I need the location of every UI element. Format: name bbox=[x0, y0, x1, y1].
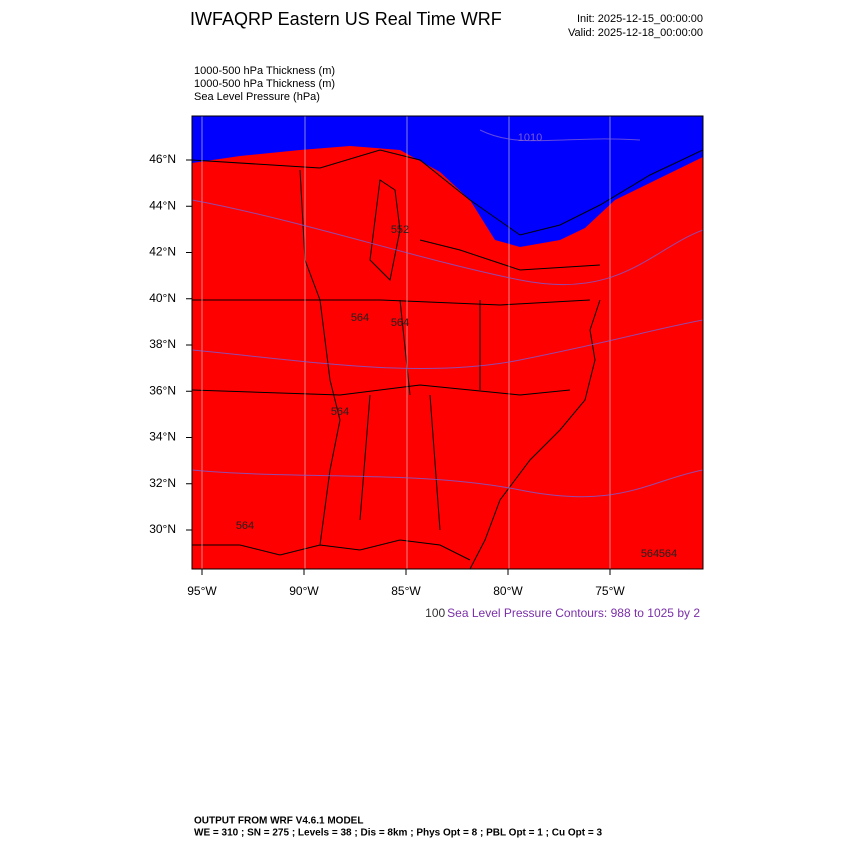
thickness-fill-cold bbox=[192, 116, 703, 247]
field-label: 1000-500 hPa Thickness (m) bbox=[194, 78, 335, 90]
map-frame bbox=[191, 115, 704, 570]
contour-label: 564 bbox=[391, 317, 409, 329]
field-label: Sea Level Pressure (hPa) bbox=[194, 91, 320, 103]
lat-label: 30°N bbox=[149, 522, 176, 536]
contour-label: 564 bbox=[236, 520, 254, 532]
contour-note-prefix: 100 bbox=[425, 606, 445, 620]
contour-label: 564 bbox=[351, 312, 369, 324]
field-label: 1000-500 hPa Thickness (m) bbox=[194, 65, 335, 77]
contour-label: 564 bbox=[331, 406, 349, 418]
contour-label: 564 bbox=[641, 548, 659, 560]
boundaries bbox=[192, 149, 703, 569]
lon-label: 75°W bbox=[595, 584, 625, 598]
lat-label: 38°N bbox=[149, 337, 176, 351]
lat-label: 44°N bbox=[149, 198, 176, 212]
lat-label: 42°N bbox=[149, 245, 176, 259]
lon-label: 90°W bbox=[289, 584, 319, 598]
map bbox=[192, 116, 703, 569]
lat-label: 34°N bbox=[149, 430, 176, 444]
lat-label: 36°N bbox=[149, 383, 176, 397]
lat-label: 46°N bbox=[149, 152, 176, 166]
contour-label: 1010 bbox=[518, 132, 542, 144]
footer-line: OUTPUT FROM WRF V4.6.1 MODEL bbox=[194, 816, 363, 827]
contour-label: 564 bbox=[659, 548, 677, 560]
footer-line: WE = 310 ; SN = 275 ; Levels = 38 ; Dis … bbox=[194, 828, 602, 839]
init-time: Init: 2025-12-15_00:00:00 bbox=[577, 13, 703, 25]
graticule bbox=[201, 116, 611, 569]
lon-label: 85°W bbox=[391, 584, 421, 598]
lon-label: 80°W bbox=[493, 584, 523, 598]
valid-time: Valid: 2025-12-18_00:00:00 bbox=[568, 27, 703, 39]
lat-label: 40°N bbox=[149, 291, 176, 305]
pressure-contours bbox=[192, 129, 703, 498]
lat-label: 32°N bbox=[149, 476, 176, 490]
lon-label: 95°W bbox=[187, 584, 217, 598]
contour-note: Sea Level Pressure Contours: 988 to 1025… bbox=[447, 606, 700, 620]
title: IWFAQRP Eastern US Real Time WRF bbox=[190, 9, 502, 29]
contour-label: 552 bbox=[391, 224, 409, 236]
